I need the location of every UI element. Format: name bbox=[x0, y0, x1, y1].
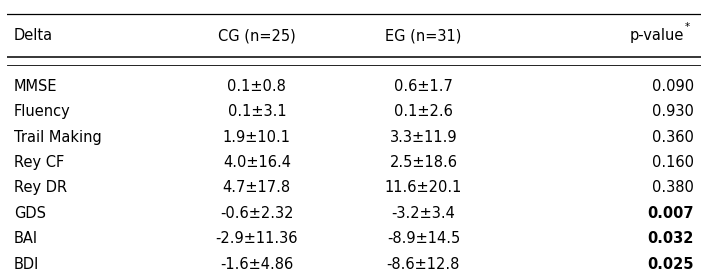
Text: Rey DR: Rey DR bbox=[14, 181, 67, 195]
Text: -1.6±4.86: -1.6±4.86 bbox=[220, 257, 294, 272]
Text: 0.360: 0.360 bbox=[652, 129, 694, 145]
Text: MMSE: MMSE bbox=[14, 79, 57, 94]
Text: -8.6±12.8: -8.6±12.8 bbox=[387, 257, 460, 272]
Text: -0.6±2.32: -0.6±2.32 bbox=[220, 206, 294, 221]
Text: 0.6±1.7: 0.6±1.7 bbox=[394, 79, 453, 94]
Text: 0.090: 0.090 bbox=[652, 79, 694, 94]
Text: -2.9±11.36: -2.9±11.36 bbox=[216, 231, 298, 246]
Text: 3.3±11.9: 3.3±11.9 bbox=[389, 129, 457, 145]
Text: 1.9±10.1: 1.9±10.1 bbox=[223, 129, 291, 145]
Text: Delta: Delta bbox=[14, 28, 53, 43]
Text: -3.2±3.4: -3.2±3.4 bbox=[392, 206, 455, 221]
Text: Fluency: Fluency bbox=[14, 104, 71, 119]
Text: 0.1±2.6: 0.1±2.6 bbox=[394, 104, 453, 119]
Text: 0.032: 0.032 bbox=[648, 231, 694, 246]
Text: 0.1±3.1: 0.1±3.1 bbox=[227, 104, 286, 119]
Text: EG (n=31): EG (n=31) bbox=[385, 28, 462, 43]
Text: BAI: BAI bbox=[14, 231, 38, 246]
Text: 2.5±18.6: 2.5±18.6 bbox=[389, 155, 457, 170]
Text: 0.930: 0.930 bbox=[652, 104, 694, 119]
Text: 4.7±17.8: 4.7±17.8 bbox=[223, 181, 291, 195]
Text: GDS: GDS bbox=[14, 206, 46, 221]
Text: 0.007: 0.007 bbox=[648, 206, 694, 221]
Text: 0.1±0.8: 0.1±0.8 bbox=[227, 79, 286, 94]
Text: 11.6±20.1: 11.6±20.1 bbox=[384, 181, 462, 195]
Text: *: * bbox=[684, 22, 690, 32]
Text: CG (n=25): CG (n=25) bbox=[218, 28, 296, 43]
Text: Rey CF: Rey CF bbox=[14, 155, 64, 170]
Text: p-value: p-value bbox=[629, 28, 683, 43]
Text: -8.9±14.5: -8.9±14.5 bbox=[387, 231, 460, 246]
Text: 0.160: 0.160 bbox=[652, 155, 694, 170]
Text: 0.380: 0.380 bbox=[652, 181, 694, 195]
Text: BDI: BDI bbox=[14, 257, 40, 272]
Text: Trail Making: Trail Making bbox=[14, 129, 102, 145]
Text: 0.025: 0.025 bbox=[648, 257, 694, 272]
Text: 4.0±16.4: 4.0±16.4 bbox=[223, 155, 291, 170]
